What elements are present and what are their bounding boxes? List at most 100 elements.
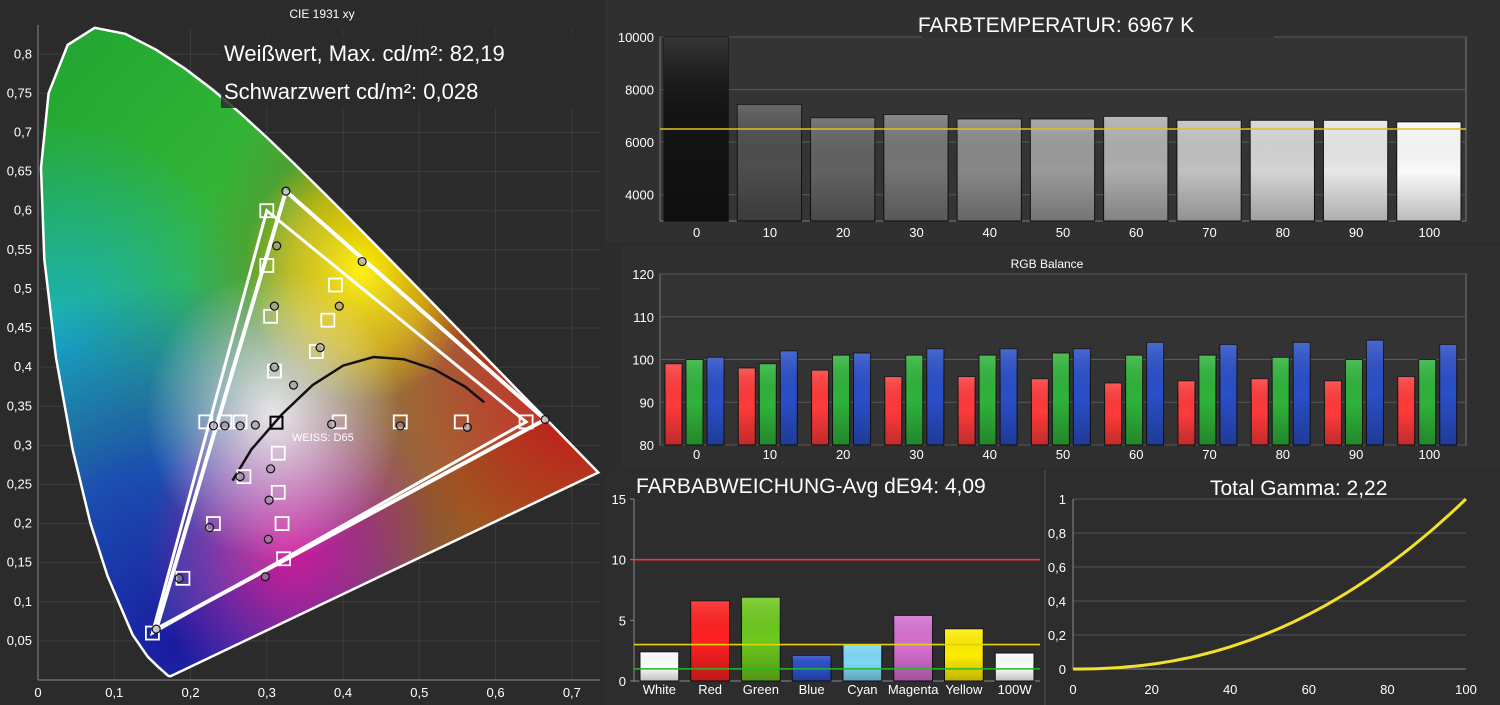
deltae-y-tick-label: 5 [619,613,626,628]
cie-y-tick-label: 0,7 [14,125,32,140]
rgb-bar-shade [1397,376,1415,445]
deltae-x-tick-label: 100W [998,682,1033,697]
reference-gamut-triangle [150,208,529,637]
rgb-bar-shade [707,357,724,445]
rgb-bar-shade [1000,348,1018,445]
gamma-y-tick-label: 1 [1059,492,1066,507]
cie-target-square [453,414,469,430]
deltae-bar-shade [893,615,933,681]
gamma-x-tick-label: 100 [1455,682,1477,697]
cie-target-square [320,312,336,328]
cie-measurement-dot [281,186,291,196]
deltae-y-tick-label: 15 [612,492,626,507]
deltae-bar-shade [944,628,984,681]
rgb-bar-shade [958,376,976,445]
ct-x-tick-label: 50 [1056,225,1070,240]
cie-diagram: CIE 1931 xy WEISS: D65 0 0,1 0,2 0,3 0,4 0,5 0… [0,0,605,705]
rgb-bar-shade [1293,342,1311,445]
deltae-x-ticks: White Red Green Blue Cyan Magenta Yellow 100W [643,682,1033,697]
rgb-x-tick-label: 30 [909,447,923,462]
gamma-y-tick-label: 0,4 [1048,594,1066,609]
gamma-x-tick-label: 20 [1144,682,1158,697]
cie-target-square [270,484,286,500]
rgb-bar-shade [853,353,871,445]
cie-measurement-dot [260,572,270,582]
deltae-x-tick-label: White [643,682,676,697]
blackbody-curve [231,355,485,482]
rgb-bar-shade [665,363,682,445]
cie-measurement-dot [263,534,273,544]
gamma-x-tick-label: 0 [1069,682,1076,697]
gamma-curve [1073,497,1468,671]
rgb-x-ticks: 0 10 20 30 40 50 60 70 80 90 100 [693,447,1440,462]
cie-measurement-dot [357,256,367,267]
gamma-x-tick-label: 40 [1223,682,1237,697]
rgb-y-ticks: 80 90 100 110 120 [632,267,654,453]
cie-measurement-dot [269,301,280,311]
ct-x-tick-label: 100 [1419,225,1441,240]
cie-target-square [328,277,343,293]
delta-e-chart: FARBABWEICHUNG-Avg dE94: 4,09 0 5 10 15 Whi… [605,470,1045,705]
rgb-bar-shade [1366,340,1384,445]
rgb-bar-shade [780,350,798,445]
rgb-y-tick-label: 110 [633,310,654,325]
rgb-bars [664,339,1458,446]
cie-measurement-dot [220,421,230,431]
gamma-x-tick-label: 60 [1302,682,1316,697]
rgb-bar-shade [1052,353,1070,445]
cie-y-tick-label: 0,05 [7,633,32,648]
cie-measurement-dot [208,421,219,431]
rgb-x-tick-label: 50 [1056,447,1070,462]
deltae-x-tick-label: Cyan [847,682,877,697]
rgb-bar-shade [884,376,902,445]
deltae-x-tick-label: Yellow [945,682,983,697]
rgb-bar-shade [1439,344,1457,445]
rgb-y-tick-label: 100 [632,353,654,368]
cie-y-tick-label: 0,3 [14,437,32,452]
ct-bar-shade [1176,120,1242,221]
cie-y-tick-label: 0,25 [7,476,32,491]
ct-x-tick-label: 20 [836,225,850,240]
color-temperature-chart: 4000 6000 8000 10000 0 10 20 30 40 50 60 70 80 90 100… [605,0,1500,242]
cie-x-tick-label: 0,6 [487,685,505,700]
rgb-bar-shade [1251,378,1269,445]
cie-y-tick-label: 0,35 [7,398,32,413]
ct-bar-shade [957,119,1022,221]
cie-title: CIE 1931 xy [289,7,354,21]
deltae-bar-shade [640,651,679,681]
cie-target-square [259,203,275,219]
rgb-bar-shade [979,355,997,445]
cie-measurement-dot [205,522,215,533]
deltae-bar-shade [843,644,882,681]
ct-x-tick-label: 30 [909,225,923,240]
rgb-bar-shade [832,355,850,445]
cie-y-tick-label: 0,2 [14,516,32,531]
deltae-bar-shade [995,653,1034,681]
rgb-x-tick-label: 0 [693,447,700,462]
cie-measurement-dot [250,420,260,430]
ct-bar-shade [1103,116,1168,221]
rgb-x-tick-label: 70 [1202,447,1216,462]
rgb-x-tick-label: 80 [1276,447,1290,462]
gamma-chart: Total Gamma: 2,22 0 0,2 0,4 0,6 0,8 1 0 20 40 60… [1044,470,1500,705]
ct-y-tick-label: 8000 [625,83,654,98]
rgb-bar-shade [926,348,944,445]
gamma-x-ticks: 0 20 40 60 80 100 [1069,682,1476,697]
ct-x-tick-label: 0 [693,225,700,240]
cie-measurement-dot [334,301,344,311]
rgb-bar-shade [1073,348,1091,445]
white-luminance-label: Weißwert, Max. cd/m²: 82,19 [224,41,505,66]
cie-y-ticks: 0,05 0,1 0,15 0,2 0,25 0,3 0,35 0,4 0,45 0,5 0,55 0… [7,46,32,648]
deltae-x-tick-label: Red [698,682,722,697]
gamma-y-ticks: 0 0,2 0,4 0,6 0,8 1 [1048,492,1066,677]
cie-target-square [518,414,534,430]
gamma-y-tick-label: 0,8 [1048,526,1066,541]
cie-target-square [206,516,221,531]
measured-gamut-triangle [152,187,549,634]
cie-measurement-dot [272,241,282,251]
cie-measurement-dot [174,573,184,583]
ct-bar-shade [1323,120,1388,221]
rgb-bar-shade [1146,342,1164,445]
rgb-x-tick-label: 40 [982,447,996,462]
deltae-y-tick-label: 10 [612,553,626,568]
